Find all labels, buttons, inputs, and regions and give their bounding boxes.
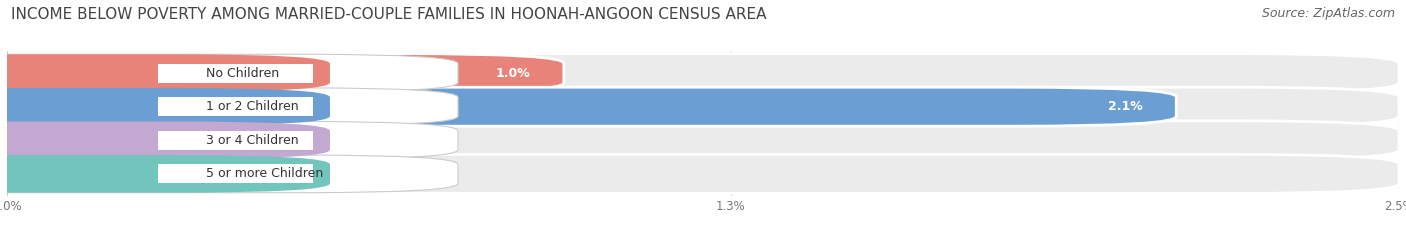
FancyBboxPatch shape [157,164,314,183]
Text: 1 or 2 Children: 1 or 2 Children [207,100,299,113]
Text: INCOME BELOW POVERTY AMONG MARRIED-COUPLE FAMILIES IN HOONAH-ANGOON CENSUS AREA: INCOME BELOW POVERTY AMONG MARRIED-COUPL… [11,7,766,22]
Text: 0.0%: 0.0% [52,167,83,180]
Text: 0.0%: 0.0% [52,134,83,147]
FancyBboxPatch shape [0,88,458,126]
FancyBboxPatch shape [7,154,1399,193]
Text: 5 or more Children: 5 or more Children [207,167,323,180]
FancyBboxPatch shape [0,121,330,159]
FancyBboxPatch shape [7,54,564,93]
Text: 1.0%: 1.0% [496,67,530,80]
Text: 2.1%: 2.1% [1108,100,1143,113]
FancyBboxPatch shape [0,54,458,92]
FancyBboxPatch shape [157,97,314,116]
FancyBboxPatch shape [0,121,458,159]
FancyBboxPatch shape [157,131,314,150]
FancyBboxPatch shape [157,64,314,82]
Text: Source: ZipAtlas.com: Source: ZipAtlas.com [1261,7,1395,20]
FancyBboxPatch shape [7,87,1177,126]
FancyBboxPatch shape [7,87,1399,126]
FancyBboxPatch shape [7,121,1399,160]
FancyBboxPatch shape [0,155,330,193]
FancyBboxPatch shape [0,54,330,92]
Text: 3 or 4 Children: 3 or 4 Children [207,134,299,147]
FancyBboxPatch shape [0,88,330,126]
FancyBboxPatch shape [0,155,458,193]
FancyBboxPatch shape [7,54,1399,93]
Text: No Children: No Children [207,67,280,80]
